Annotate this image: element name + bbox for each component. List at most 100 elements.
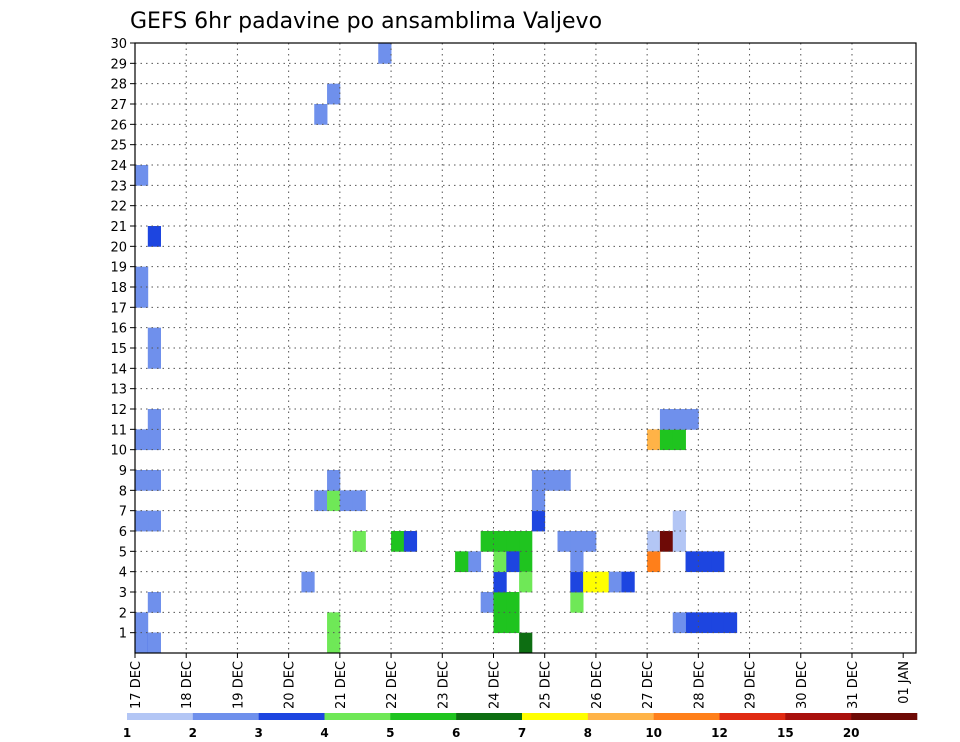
- heatmap-cell: [659, 409, 674, 430]
- x-tick-label: 31 DEC: [846, 661, 861, 709]
- y-tick-label: 30: [110, 37, 127, 52]
- heatmap-cell: [506, 612, 520, 634]
- y-tick-label: 17: [110, 301, 127, 316]
- heatmap-cell: [147, 348, 161, 369]
- heatmap-cell: [570, 531, 584, 552]
- heatmap-cell: [506, 592, 520, 613]
- colorbar: 1 2 3 4 5 6 7 8 10 12 15 20: [123, 713, 918, 740]
- y-tick-label: 2: [119, 606, 127, 621]
- heatmap-cell: [519, 632, 533, 654]
- heatmap-cell: [391, 531, 405, 552]
- colorbar-label: 15: [777, 726, 794, 740]
- colorbar-label: 10: [645, 726, 662, 740]
- heatmap-cell: [327, 632, 341, 654]
- heatmap-cell: [467, 551, 482, 573]
- colorbar-swatch: [851, 713, 918, 720]
- heatmap-cell: [327, 470, 341, 491]
- heatmap-cell: [314, 490, 328, 512]
- y-tick-label: 12: [110, 403, 127, 418]
- x-tick-label: 19 DEC: [231, 661, 246, 709]
- heatmap-cell: [531, 490, 546, 512]
- x-tick-label: 29 DEC: [744, 661, 759, 709]
- colorbar-label: 12: [711, 726, 728, 740]
- heatmap-cell: [519, 531, 533, 552]
- colorbar-swatch: [587, 713, 654, 720]
- colorbar-label: 1: [123, 726, 131, 740]
- colorbar-swatch: [324, 713, 391, 720]
- colorbar-swatch: [522, 713, 589, 720]
- y-tick-label: 5: [119, 545, 127, 560]
- x-tick-label: 25 DEC: [539, 661, 554, 709]
- heatmap-cell: [711, 551, 725, 573]
- x-tick-label: 18 DEC: [180, 661, 195, 709]
- y-tick-label: 9: [119, 464, 127, 479]
- x-tick-label: 28 DEC: [692, 661, 707, 709]
- heatmap-cell: [327, 490, 341, 512]
- colorbar-label: 6: [452, 726, 460, 740]
- heatmap-cell: [506, 531, 520, 552]
- y-tick-label: 6: [119, 525, 127, 540]
- heatmap-cell: [519, 571, 533, 593]
- heatmap-cell: [493, 531, 507, 552]
- y-tick-label: 1: [119, 627, 127, 642]
- y-tick-label: 13: [110, 383, 127, 398]
- heatmap-cell: [685, 612, 699, 634]
- y-tick-label: 25: [110, 139, 127, 154]
- heatmap-cell: [135, 632, 149, 654]
- heatmap-cell: [519, 551, 533, 573]
- heatmap-cell: [723, 612, 738, 634]
- heatmap-cell: [135, 266, 149, 288]
- heatmap-cell: [595, 571, 610, 593]
- heatmap-cell: [647, 531, 661, 552]
- colorbar-swatch: [258, 713, 325, 720]
- heatmap-cell: [493, 551, 507, 573]
- heatmap-cell: [147, 592, 161, 613]
- heatmap-cell: [314, 104, 328, 125]
- y-tick-label: 18: [110, 281, 127, 296]
- heatmap-cell: [135, 612, 149, 634]
- heatmap-cell: [147, 510, 161, 532]
- heatmap-cell: [147, 409, 161, 430]
- y-tick-label: 23: [110, 179, 127, 194]
- colorbar-label: 8: [584, 726, 592, 740]
- y-tick-label: 4: [119, 566, 127, 581]
- heatmap-cell: [301, 571, 315, 593]
- x-tick-label: 21 DEC: [334, 661, 349, 709]
- x-tick-label: 30 DEC: [795, 661, 810, 709]
- heatmap-cell: [135, 429, 149, 451]
- y-tick-label: 29: [110, 57, 127, 72]
- x-tick-label: 22 DEC: [385, 661, 400, 709]
- heatmap-cell: [583, 571, 597, 593]
- x-tick-label: 26 DEC: [590, 661, 605, 709]
- heatmap-cell: [327, 612, 341, 634]
- colorbar-label: 5: [386, 726, 394, 740]
- y-tick-label: 16: [110, 322, 127, 337]
- heatmap-cell: [506, 551, 520, 573]
- heatmap-cell: [339, 490, 354, 512]
- y-tick-label: 26: [110, 118, 127, 133]
- colorbar-label: 3: [254, 726, 262, 740]
- heatmap-cell: [570, 571, 584, 593]
- heatmap-cell: [147, 470, 161, 491]
- y-tick-label: 3: [119, 586, 127, 601]
- y-tick-label: 21: [110, 220, 127, 235]
- y-tick-label: 24: [110, 159, 127, 174]
- chart-title: GEFS 6hr padavine po ansamblima Valjevo: [130, 9, 602, 34]
- y-tick-label: 22: [110, 200, 127, 215]
- y-tick-label: 19: [110, 261, 127, 276]
- heatmap-cell: [147, 632, 161, 654]
- y-tick-label: 27: [110, 98, 127, 113]
- heatmap-cell: [135, 510, 149, 532]
- x-tick-label: 17 DEC: [129, 661, 144, 709]
- heatmap-cell: [621, 571, 635, 593]
- heatmap-cell: [493, 592, 507, 613]
- colorbar-swatch: [785, 713, 852, 720]
- heatmap-cell: [455, 551, 469, 573]
- heatmap-cell: [493, 571, 507, 593]
- colorbar-label: 7: [518, 726, 526, 740]
- heatmap-cell: [647, 429, 661, 451]
- y-tick-label: 14: [110, 362, 127, 377]
- heatmap-cell: [711, 612, 725, 634]
- heatmap-cell: [544, 470, 558, 491]
